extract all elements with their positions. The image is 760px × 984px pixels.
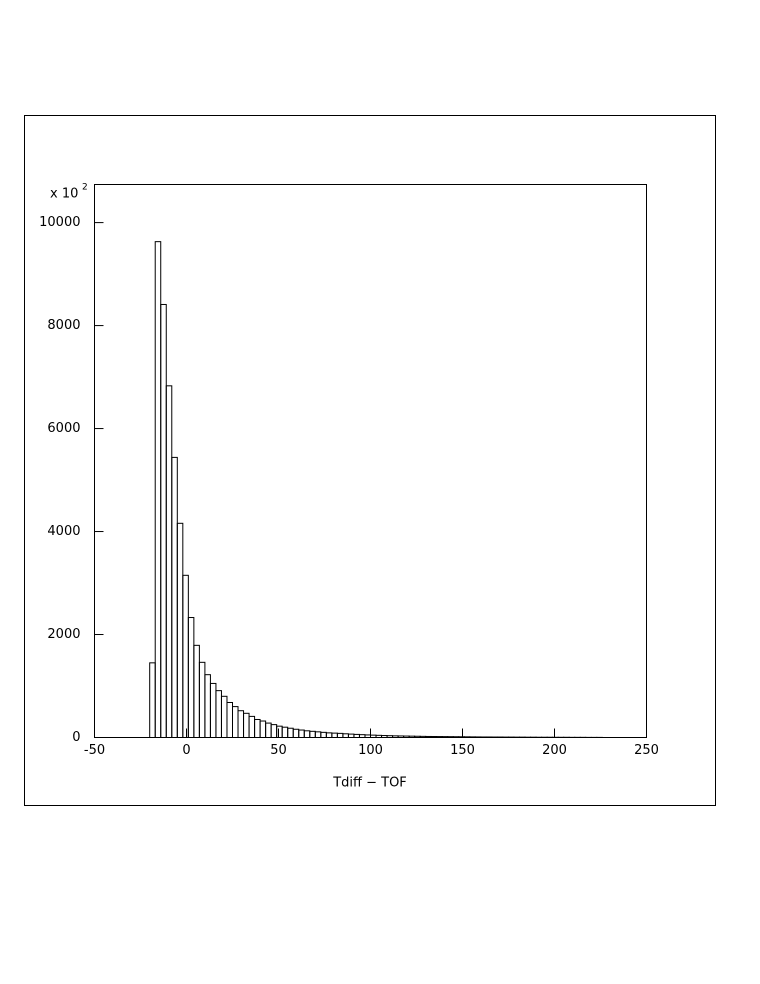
- y-multiplier: x 10: [50, 187, 78, 202]
- histogram-bar: [414, 735, 421, 738]
- histogram-bar: [276, 725, 283, 738]
- histogram-bar: [226, 701, 233, 738]
- histogram-bar: [408, 735, 416, 738]
- histogram-bar: [447, 736, 454, 738]
- histogram-bar: [430, 736, 438, 738]
- outer-frame: [24, 115, 716, 806]
- histogram-bar: [220, 695, 228, 738]
- histogram-bar: [171, 456, 178, 738]
- histogram-bar: [215, 690, 222, 739]
- x-axis-label: Tdiff − TOF: [332, 776, 407, 791]
- histogram-bar: [237, 710, 245, 739]
- histogram-bar: [325, 732, 333, 738]
- y-tick-label: 4000: [47, 524, 80, 539]
- histogram-bar: [149, 662, 156, 738]
- histogram-bar: [182, 574, 189, 738]
- histogram-bar: [254, 718, 261, 738]
- histogram-bar: [287, 727, 294, 739]
- histogram-bar: [463, 736, 471, 738]
- y-tick-label: 10000: [39, 215, 80, 230]
- histogram-bar: [303, 730, 311, 739]
- histogram-bar: [193, 644, 200, 738]
- histogram-bar: [314, 731, 322, 738]
- x-tick-label: -50: [84, 743, 105, 758]
- y-tick-label: 2000: [47, 627, 80, 642]
- x-tick-label: 200: [542, 743, 567, 758]
- histogram-bar: [259, 720, 267, 738]
- histogram-bar: [298, 729, 305, 739]
- histogram-bar: [358, 734, 366, 739]
- histogram-bar: [392, 735, 399, 739]
- histogram-bar: [485, 736, 493, 739]
- histogram-bar: [331, 732, 338, 738]
- histogram-bar: [403, 735, 410, 739]
- histogram-bar: [469, 736, 476, 739]
- histogram-bar: [441, 736, 449, 739]
- y-tick-label: 6000: [47, 421, 80, 436]
- histogram-bar: [474, 736, 482, 738]
- histogram-bar: [209, 682, 217, 738]
- x-tick-label: 50: [270, 743, 287, 758]
- histogram-bar: [336, 732, 344, 738]
- histogram-bar: [187, 617, 195, 739]
- histogram-bar: [458, 736, 465, 738]
- histogram-bar: [176, 522, 184, 738]
- histogram-bar: [270, 724, 278, 739]
- histogram-bar: [281, 726, 289, 738]
- histogram-bar: [204, 674, 211, 738]
- histogram-bar: [248, 715, 256, 739]
- x-tick-label: 150: [450, 743, 475, 758]
- histogram-bar: [309, 730, 316, 738]
- histogram-bar: [452, 736, 460, 739]
- y-tick-label: 0: [72, 730, 80, 745]
- histogram-bar: [381, 735, 388, 739]
- histogram-bar: [436, 736, 443, 738]
- histogram-bar: [480, 736, 487, 739]
- histogram-bar: [342, 733, 349, 738]
- histogram-bar: [165, 385, 173, 738]
- histogram-bar: [198, 661, 206, 738]
- histogram-bar: [154, 241, 162, 738]
- histogram-bar: [347, 733, 355, 739]
- histogram-bar: [232, 706, 239, 738]
- y-tick-label: 8000: [47, 318, 80, 333]
- histogram-bar: [265, 722, 272, 739]
- histogram-bar: [292, 728, 300, 739]
- histogram-bar: [375, 734, 383, 738]
- x-tick-label: 100: [358, 743, 383, 758]
- histogram-bar: [386, 735, 394, 739]
- x-tick-label: 0: [182, 743, 190, 758]
- histogram-bar: [397, 735, 405, 739]
- histogram-bar: [370, 734, 377, 738]
- histogram-bar: [320, 731, 327, 738]
- histogram-bar: [243, 712, 250, 738]
- x-tick-label: 250: [634, 743, 659, 758]
- histogram-bar: [419, 735, 427, 739]
- histogram-bar: [160, 303, 167, 738]
- histogram-bar: [425, 735, 432, 739]
- histogram-bar: [364, 734, 372, 739]
- y-multiplier-exponent: 2: [82, 183, 88, 193]
- histogram-bar: [353, 733, 360, 739]
